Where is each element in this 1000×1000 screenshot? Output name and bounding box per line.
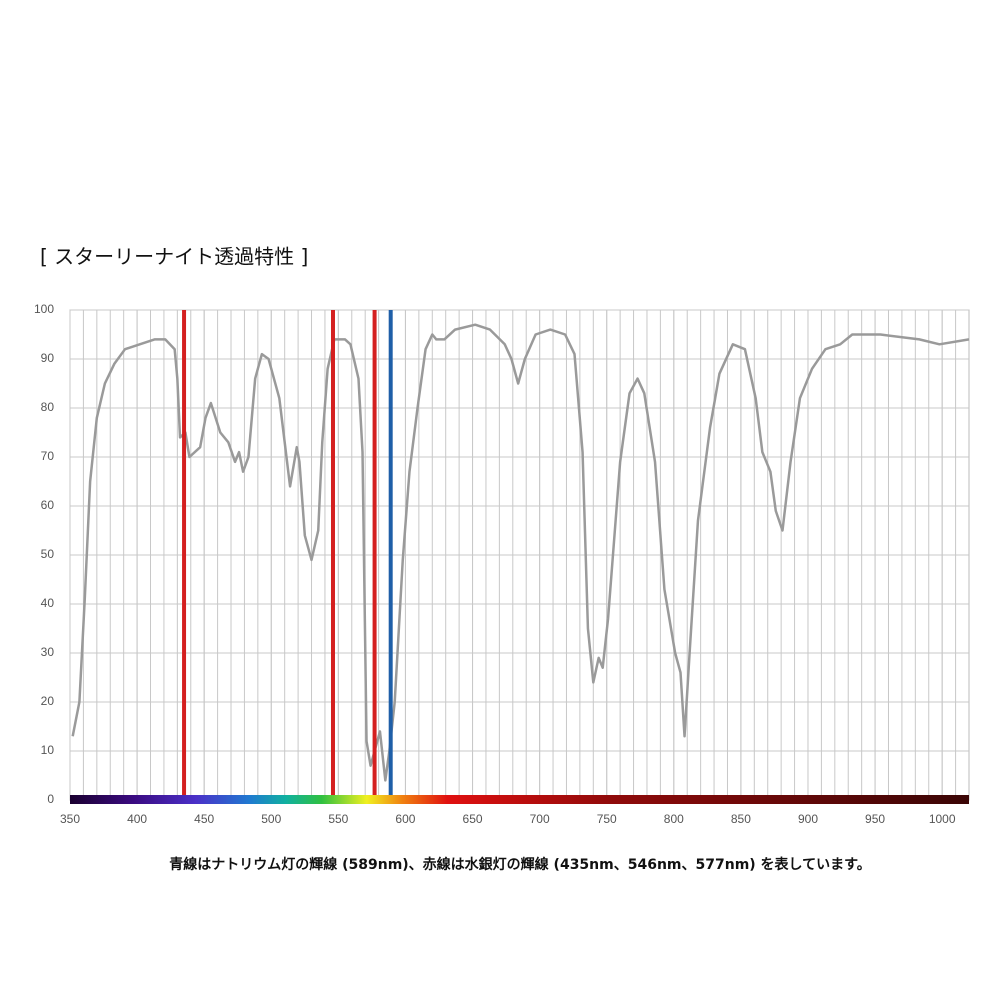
x-tick-label: 450 xyxy=(194,812,214,826)
y-tick-label: 90 xyxy=(41,351,55,365)
y-tick-label: 60 xyxy=(41,498,55,512)
y-tick-label: 80 xyxy=(41,400,55,414)
x-tick-label: 500 xyxy=(261,812,281,826)
x-tick-label: 900 xyxy=(798,812,818,826)
y-tick-label: 70 xyxy=(41,449,55,463)
y-tick-label: 10 xyxy=(41,743,55,757)
x-tick-label: 750 xyxy=(597,812,617,826)
y-tick-label: 0 xyxy=(47,792,54,806)
x-tick-label: 1000 xyxy=(929,812,956,826)
x-tick-label: 400 xyxy=(127,812,147,826)
x-tick-label: 350 xyxy=(60,812,80,826)
emission-lines xyxy=(182,310,393,800)
y-tick-label: 30 xyxy=(41,645,55,659)
x-tick-label: 550 xyxy=(328,812,348,826)
x-tick-label: 950 xyxy=(865,812,885,826)
y-tick-label: 50 xyxy=(41,547,55,561)
y-tick-label: 100 xyxy=(34,302,54,316)
chart-title: [ スターリーナイト透過特性 ] xyxy=(40,245,308,269)
x-tick-label: 700 xyxy=(530,812,550,826)
x-tick-label: 650 xyxy=(463,812,483,826)
grid xyxy=(69,309,969,801)
x-tick-label: 600 xyxy=(395,812,415,826)
x-tick-label: 850 xyxy=(731,812,751,826)
x-tick-label: 800 xyxy=(664,812,684,826)
tick-labels: 0 10 20 30 40 50 60 70 80 90 100 350 400 450 500 550 600… xyxy=(34,302,956,826)
y-tick-label: 40 xyxy=(41,596,55,610)
transmission-line xyxy=(71,323,970,782)
caption: 青線はナトリウム灯の輝線 (589nm)、赤線は水銀灯の輝線 (435nm、54… xyxy=(169,856,871,873)
y-tick-label: 20 xyxy=(41,694,55,708)
spectrum-bar xyxy=(70,795,969,804)
